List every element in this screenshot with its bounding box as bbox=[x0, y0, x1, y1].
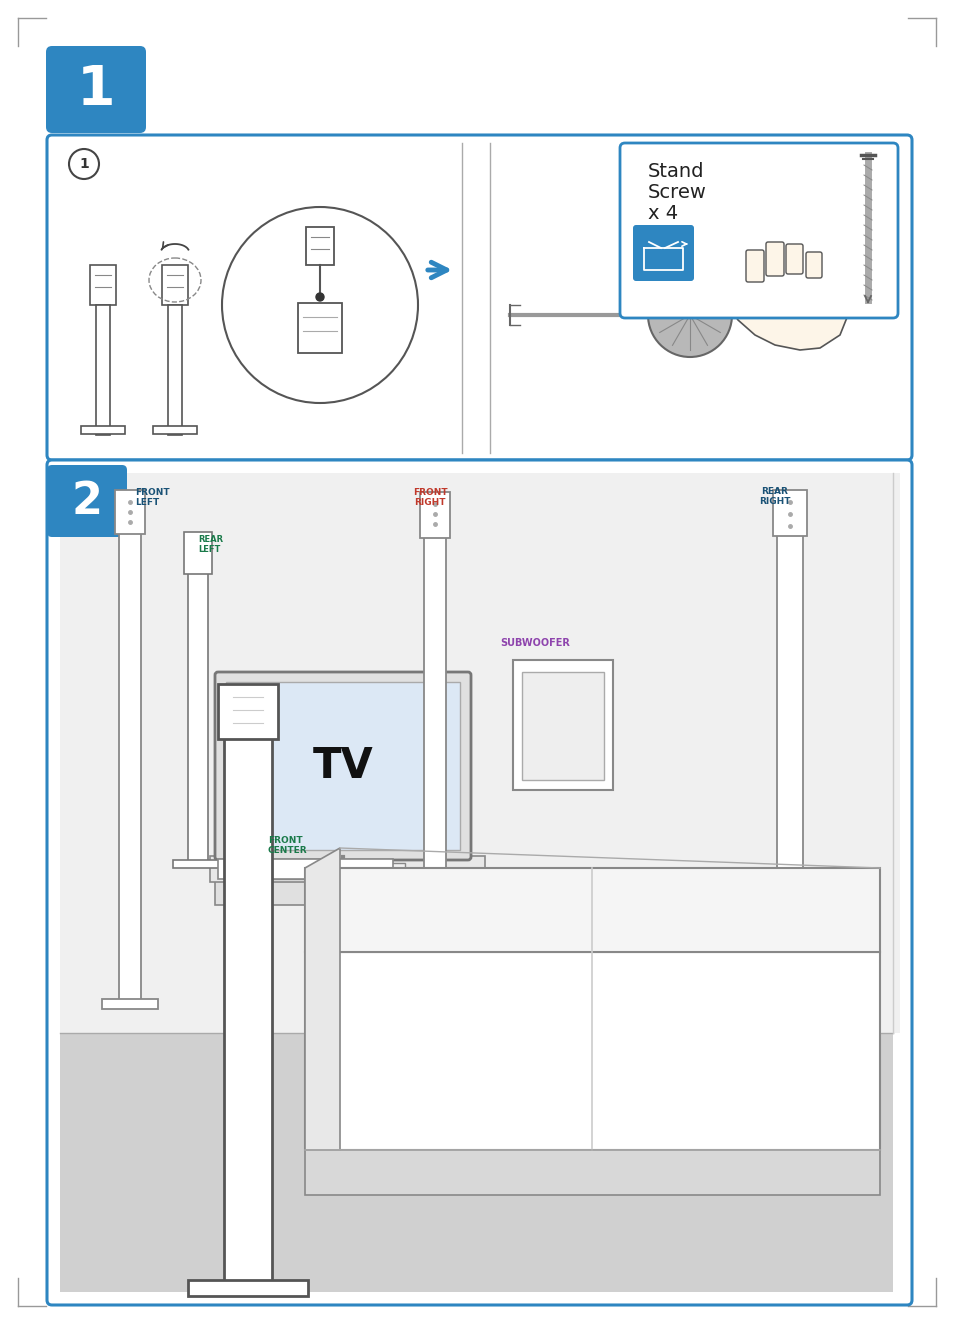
FancyBboxPatch shape bbox=[46, 46, 146, 132]
Bar bbox=[521, 673, 603, 780]
Bar bbox=[210, 857, 484, 882]
FancyBboxPatch shape bbox=[47, 135, 911, 459]
Polygon shape bbox=[305, 1151, 879, 1196]
Bar bbox=[60, 473, 899, 1033]
Bar bbox=[184, 532, 212, 575]
Bar bbox=[168, 305, 182, 436]
Bar bbox=[225, 863, 405, 879]
Text: REAR
LEFT: REAR LEFT bbox=[198, 535, 223, 555]
Bar bbox=[162, 265, 188, 305]
Bar bbox=[188, 555, 208, 865]
Text: TV: TV bbox=[313, 745, 373, 786]
Polygon shape bbox=[305, 847, 339, 1151]
Bar bbox=[172, 861, 223, 869]
Circle shape bbox=[315, 293, 324, 301]
FancyBboxPatch shape bbox=[785, 244, 802, 274]
Bar bbox=[776, 514, 802, 1004]
Bar bbox=[81, 426, 125, 434]
Text: SUBWOOFER: SUBWOOFER bbox=[499, 638, 569, 647]
Bar bbox=[407, 911, 462, 922]
Bar bbox=[297, 303, 341, 354]
Polygon shape bbox=[305, 869, 879, 952]
Bar bbox=[188, 1280, 308, 1296]
FancyBboxPatch shape bbox=[805, 252, 821, 278]
FancyBboxPatch shape bbox=[47, 465, 127, 538]
Bar bbox=[226, 682, 459, 850]
Text: REAR
RIGHT: REAR RIGHT bbox=[759, 487, 790, 506]
FancyBboxPatch shape bbox=[214, 673, 471, 861]
FancyBboxPatch shape bbox=[619, 143, 897, 318]
FancyBboxPatch shape bbox=[745, 250, 763, 282]
Text: FRONT
LEFT: FRONT LEFT bbox=[135, 489, 170, 507]
Circle shape bbox=[222, 207, 417, 402]
Polygon shape bbox=[305, 952, 879, 1151]
Bar bbox=[96, 305, 110, 436]
Bar bbox=[102, 1000, 158, 1009]
Bar bbox=[772, 490, 806, 536]
Circle shape bbox=[647, 273, 731, 357]
Bar bbox=[119, 514, 141, 1004]
Bar bbox=[760, 1000, 820, 1009]
Circle shape bbox=[69, 150, 99, 179]
Bar bbox=[218, 685, 277, 739]
Polygon shape bbox=[60, 1033, 892, 1292]
Text: 1: 1 bbox=[79, 158, 89, 171]
Bar bbox=[224, 716, 272, 1286]
Text: FRONT
CENTER: FRONT CENTER bbox=[268, 835, 307, 855]
Text: 2: 2 bbox=[71, 481, 102, 523]
Bar bbox=[214, 880, 479, 906]
FancyBboxPatch shape bbox=[633, 225, 693, 281]
Text: x 4: x 4 bbox=[647, 204, 678, 222]
Bar bbox=[90, 265, 116, 305]
Text: FRONT
RIGHT: FRONT RIGHT bbox=[413, 489, 447, 507]
Text: Screw: Screw bbox=[647, 183, 706, 203]
Polygon shape bbox=[729, 262, 847, 350]
Text: 1: 1 bbox=[76, 64, 115, 117]
Bar bbox=[513, 659, 613, 790]
Text: Stand: Stand bbox=[647, 162, 703, 181]
Bar bbox=[218, 859, 393, 879]
FancyBboxPatch shape bbox=[47, 459, 911, 1305]
Bar bbox=[152, 426, 196, 434]
Bar bbox=[306, 226, 334, 265]
Bar bbox=[115, 490, 145, 534]
Bar bbox=[423, 516, 446, 916]
FancyBboxPatch shape bbox=[765, 242, 783, 275]
Bar bbox=[419, 493, 450, 538]
